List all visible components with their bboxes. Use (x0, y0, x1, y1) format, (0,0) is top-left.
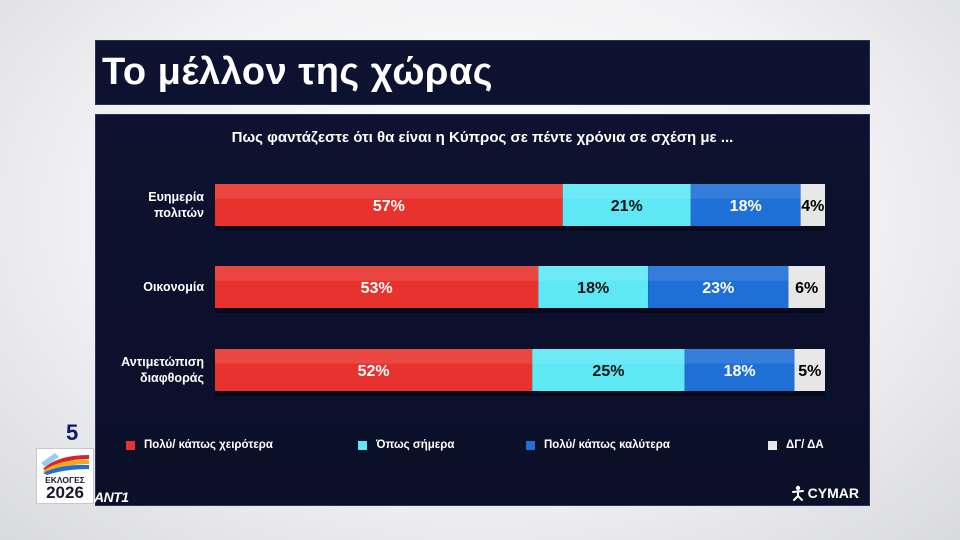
bar-segment (800, 184, 825, 226)
ant1-logo: ANT1 (94, 489, 129, 505)
legend-swatch (526, 440, 535, 450)
data-label: 25% (592, 363, 624, 380)
legend-label: Πολύ/ κάπως καλύτερα (544, 439, 670, 451)
bar-segment (690, 184, 801, 226)
bar-highlight (690, 184, 801, 199)
bar-segment (215, 266, 539, 308)
cymar-logo: CYMAR (790, 485, 859, 501)
bar-highlight (800, 184, 825, 199)
category-label: Αντιμετώπιση διαφθοράς (121, 355, 204, 385)
category-label-line: Οικονομία (143, 280, 204, 294)
bar-segment (684, 349, 795, 391)
legend-item: Όπως σήμερα (358, 439, 454, 451)
category-label-line: διαφθοράς (140, 371, 204, 385)
category-label-line: Ευημερία (148, 190, 204, 204)
bar-highlight (215, 349, 533, 364)
bar-segment (215, 184, 563, 226)
legend-swatch (358, 440, 367, 450)
title-bar: Το μέλλον της χώρας (95, 40, 870, 105)
bar-segment (562, 184, 691, 226)
category-label: Ευημερία πολιτών (148, 190, 204, 220)
chart-question: Πως φαντάζεστε ότι θα είναι η Κύπρος σε … (231, 129, 734, 146)
legend-swatch (126, 440, 135, 450)
bar-segment (648, 266, 789, 308)
bar-segment (788, 266, 825, 308)
data-label: 4% (801, 198, 824, 215)
category-label-line: πολιτών (154, 206, 204, 220)
ballot-stripes-icon (41, 453, 89, 475)
bar-highlight (215, 266, 539, 281)
bar-highlight (538, 266, 649, 281)
bar-segment (794, 349, 825, 391)
stacked-bar-chart: Ευημερία πολιτών 57% 21% 18% 4% Οικονομία 53% 18… (121, 184, 825, 396)
legend-item: Πολύ/ κάπως χειρότερα (126, 439, 273, 451)
data-label: 6% (795, 280, 818, 297)
badge-year: 2026 (46, 483, 84, 502)
bar-highlight (562, 184, 691, 199)
elections-badge: 5 ΕΚΛΟΓΕΣ 2026 (36, 420, 94, 508)
legend-label: Πολύ/ κάπως χειρότερα (144, 439, 273, 451)
data-label: 53% (361, 280, 393, 297)
legend-label: Όπως σήμερα (376, 439, 455, 451)
data-label: 57% (373, 198, 405, 215)
cymar-text: CYMAR (807, 485, 859, 501)
bar-highlight (794, 349, 825, 364)
category-label: Οικονομία (143, 280, 204, 294)
bar-highlight (532, 349, 685, 364)
legend-label: ΔΓ/ ΔΑ (786, 439, 824, 451)
data-label: 23% (702, 280, 734, 297)
chart-panel: Πως φαντάζεστε ότι θα είναι η Κύπρος σε … (94, 114, 871, 506)
data-label: 5% (798, 363, 821, 380)
bar-highlight (684, 349, 795, 364)
page-title: Το μέλλον της χώρας (102, 51, 494, 93)
badge-word: ΕΚΛΟΓΕΣ (45, 475, 85, 485)
legend-item: Πολύ/ κάπως καλύτερα (526, 439, 670, 451)
chart-legend: Πολύ/ κάπως χειρότερα Όπως σήμερα Πολύ/ κά… (96, 439, 871, 459)
data-label: 18% (577, 280, 609, 297)
bar-segment (532, 349, 685, 391)
data-label: 18% (724, 363, 756, 380)
bar-segment (215, 349, 533, 391)
bar-highlight (215, 184, 563, 199)
data-label: 18% (730, 198, 762, 215)
badge-box: ΕΚΛΟΓΕΣ 2026 (36, 448, 94, 504)
bar-highlight (788, 266, 825, 281)
legend-item: ΔΓ/ ΔΑ (768, 439, 824, 451)
cymar-figure-icon (791, 485, 804, 501)
badge-number: 5 (66, 420, 79, 445)
category-label-line: Αντιμετώπιση (121, 355, 204, 369)
data-label: 52% (358, 363, 390, 380)
bar-segment (538, 266, 649, 308)
data-label: 21% (611, 198, 643, 215)
bar-highlight (648, 266, 789, 281)
legend-swatch (768, 440, 777, 450)
